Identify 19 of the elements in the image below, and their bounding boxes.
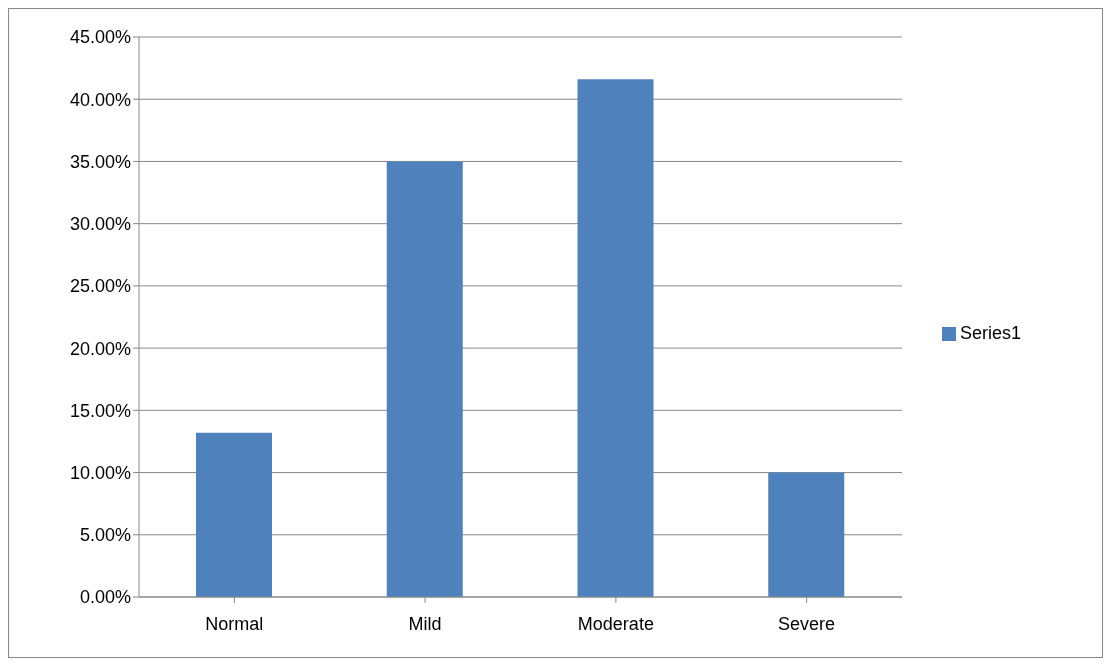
y-tick-label: 25.00%	[69, 276, 131, 297]
x-tick-label: Normal	[205, 613, 264, 634]
bar	[196, 432, 272, 597]
y-tick-label: 15.00%	[69, 400, 131, 421]
y-tick-label: 30.00%	[69, 214, 131, 235]
y-tick-label: 40.00%	[69, 89, 131, 110]
bar	[768, 472, 845, 597]
y-tick-label: 0.00%	[79, 587, 131, 608]
x-tick-label: Moderate	[577, 613, 654, 634]
legend-label: Series1	[960, 322, 1022, 343]
y-tick-label: 20.00%	[69, 338, 131, 359]
y-tick-label: 10.00%	[69, 462, 131, 483]
x-tick-label: Severe	[778, 613, 836, 634]
x-tick-label: Mild	[408, 613, 442, 634]
bar	[386, 161, 463, 597]
y-tick-label: 45.00%	[69, 27, 131, 48]
y-tick-label: 5.00%	[79, 525, 131, 546]
y-tick-label: 35.00%	[69, 151, 131, 172]
bar	[577, 79, 654, 597]
